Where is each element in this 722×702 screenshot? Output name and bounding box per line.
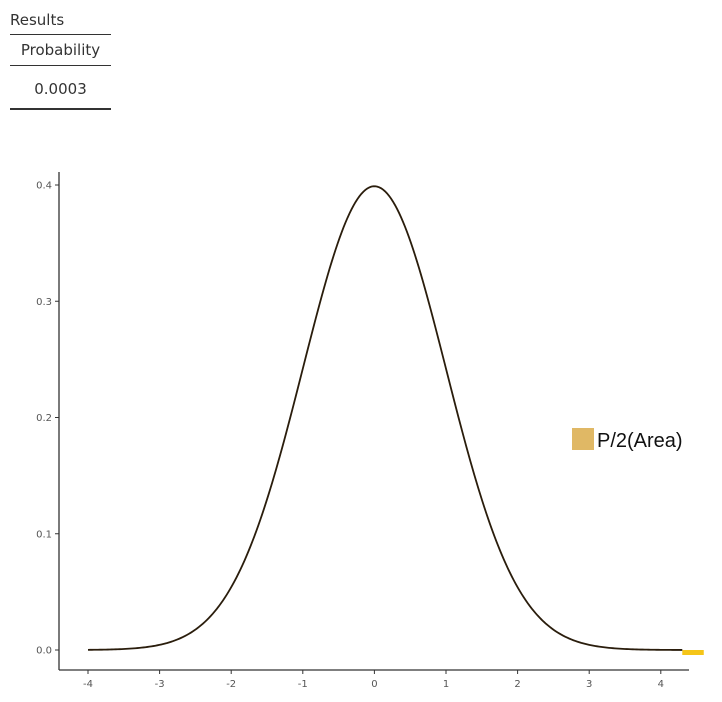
y-tick-label: 0.3 (36, 297, 52, 308)
x-tick-label: -4 (83, 679, 93, 690)
x-tick-label: -1 (298, 679, 308, 690)
y-tick-label: 0.2 (36, 413, 52, 424)
legend-label: P/2(Area) (597, 430, 683, 452)
shaded-tail-area (682, 650, 704, 655)
y-tick-label: 0.1 (36, 529, 52, 540)
chart-axes: 0.0 0.1 0.2 0.3 0.4 -4 -3 -2 -1 0 1 2 3 4 (36, 172, 689, 690)
y-tick-label: 0.0 (36, 646, 52, 657)
x-tick-label: 0 (371, 679, 377, 690)
results-title: Results (10, 8, 111, 35)
density-curve (87, 185, 683, 651)
y-tick-label: 0.4 (36, 181, 52, 192)
legend-swatch (572, 428, 594, 450)
x-tick-label: -3 (155, 679, 165, 690)
results-table: Results Probability 0.0003 (10, 8, 111, 110)
chart-marks (87, 185, 704, 655)
chart-legend: P/2(Area) (572, 428, 683, 452)
x-tick-label: 4 (658, 679, 664, 690)
x-tick-label: -2 (226, 679, 236, 690)
x-tick-label: 3 (586, 679, 592, 690)
x-tick-label: 2 (514, 679, 520, 690)
x-tick-label: 1 (443, 679, 449, 690)
probability-column-header: Probability (10, 35, 111, 66)
probability-value: 0.0003 (10, 66, 111, 110)
